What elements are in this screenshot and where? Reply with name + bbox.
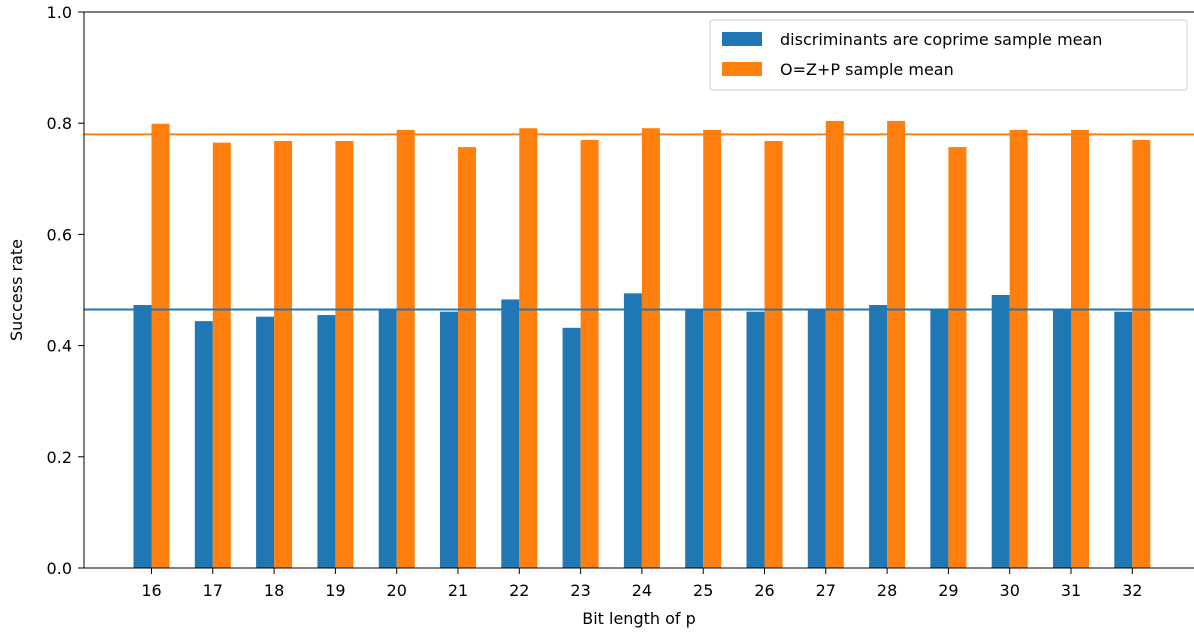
x-tick-label: 25: [693, 581, 713, 600]
bar-ozp-22: [519, 128, 538, 569]
x-tick-label: 32: [1122, 581, 1142, 600]
bar-coprime-18: [256, 316, 275, 568]
bar-ozp-30: [1009, 129, 1028, 568]
bar-ozp-32: [1132, 139, 1151, 568]
x-tick-label: 20: [387, 581, 407, 600]
legend: discriminants are coprime sample mean O=…: [709, 19, 1188, 91]
y-tick-label: 0.8: [47, 114, 72, 133]
legend-swatch-ozp: [722, 62, 762, 76]
x-tick-label: 22: [509, 581, 529, 600]
y-tick-label: 0.4: [47, 337, 72, 356]
axes: 0.0 0.2 0.4 0.6 0.8 1.0 16 17 18 19 20 21 22 23 24 25 26…: [47, 3, 1194, 600]
x-tick-label: 31: [1061, 581, 1081, 600]
y-tick-label: 0.6: [47, 225, 72, 244]
y-tick-label: 0.0: [47, 559, 72, 578]
bar-ozp-18: [274, 140, 293, 568]
y-axis-label: Success rate: [7, 239, 26, 341]
bar-ozp-24: [641, 128, 660, 569]
bar-ozp-20: [396, 129, 415, 568]
bar-coprime-22: [501, 299, 520, 568]
bar-coprime-16: [133, 305, 152, 568]
bar-ozp-25: [703, 129, 722, 568]
x-axis-label: Bit length of p: [582, 609, 696, 628]
bar-ozp-21: [458, 147, 476, 568]
bar-ozp-17: [212, 142, 231, 568]
x-tick-label: 29: [938, 581, 958, 600]
bar-coprime-28: [869, 305, 888, 568]
bar-coprime-26: [746, 311, 765, 568]
bar-ozp-29: [948, 147, 967, 568]
bar-coprime-27: [807, 308, 826, 568]
bar-coprime-24: [623, 293, 642, 568]
bar-ozp-27: [825, 120, 844, 568]
plot-area: [84, 120, 1194, 569]
bar-coprime-29: [930, 308, 949, 568]
x-tick-label: 19: [325, 581, 345, 600]
bar-coprime-20: [378, 308, 397, 568]
bar-ozp-19: [335, 140, 354, 568]
bar-ozp-26: [764, 140, 783, 568]
x-tick-label: 21: [448, 581, 468, 600]
bar-coprime-31: [1053, 308, 1071, 568]
bar-coprime-23: [562, 327, 581, 568]
x-tick-label: 28: [877, 581, 897, 600]
x-tick-label: 23: [570, 581, 590, 600]
bar-coprime-21: [440, 311, 458, 568]
legend-box: [709, 19, 1188, 91]
bar-ozp-28: [887, 120, 906, 568]
bar-coprime-25: [685, 308, 704, 568]
bar-coprime-30: [991, 295, 1010, 568]
x-tick-label: 24: [632, 581, 652, 600]
x-tick-label: 17: [203, 581, 223, 600]
y-tick-label: 1.0: [47, 3, 72, 22]
bar-ozp-31: [1071, 129, 1089, 568]
bar-coprime-19: [317, 315, 336, 568]
legend-label-coprime: discriminants are coprime sample mean: [780, 30, 1102, 49]
x-tick-label: 27: [816, 581, 836, 600]
bar-coprime-32: [1114, 311, 1133, 568]
x-tick-label: 26: [754, 581, 774, 600]
bar-ozp-16: [151, 123, 170, 569]
x-tick-label: 16: [141, 581, 161, 600]
legend-label-ozp: O=Z+P sample mean: [780, 60, 954, 79]
x-tick-label: 18: [264, 581, 284, 600]
bar-coprime-17: [194, 321, 213, 568]
x-tick-label: 30: [1000, 581, 1020, 600]
legend-swatch-coprime: [722, 32, 762, 46]
y-tick-label: 0.2: [47, 448, 72, 467]
bar-ozp-23: [580, 139, 599, 568]
